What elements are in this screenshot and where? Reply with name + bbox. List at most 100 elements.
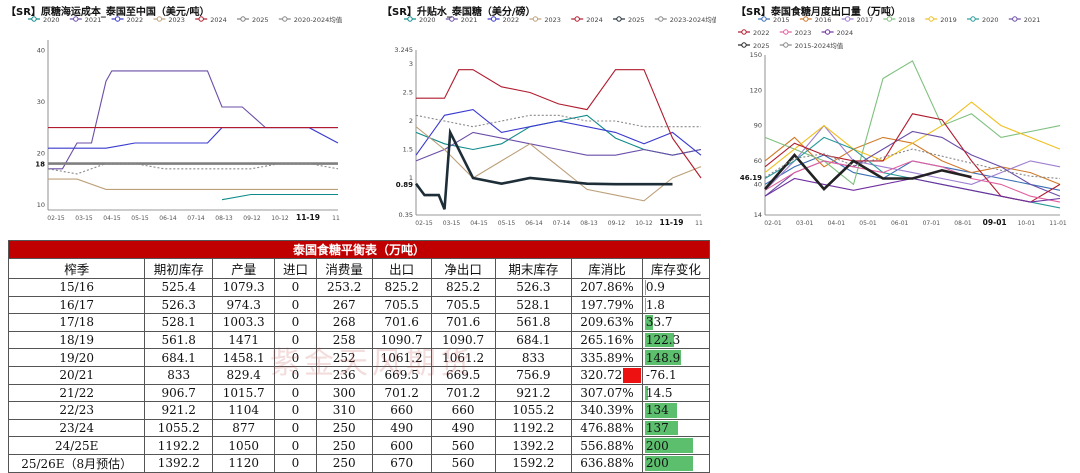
table-cell: 1458.1 xyxy=(213,349,275,367)
x-tick-label: 06-14 xyxy=(525,220,543,227)
y-tick-label: 40 xyxy=(37,46,45,54)
table-header-cell: 期末库存 xyxy=(495,259,571,279)
table-cell: 705.5 xyxy=(431,296,495,314)
inventory-change-cell: 14.5 xyxy=(642,384,709,402)
table-cell: 1104 xyxy=(213,402,275,420)
legend-marker xyxy=(971,17,975,21)
table-cell: 684.1 xyxy=(495,331,571,349)
y-tick-label: 1.5 xyxy=(403,145,413,153)
table-cell: 1050 xyxy=(213,437,275,455)
table-cell: 1015.7 xyxy=(213,384,275,402)
x-tick-label: 02-15 xyxy=(47,215,65,222)
table-header-cell: 产量 xyxy=(213,259,275,279)
series-line xyxy=(765,102,1060,173)
table-cell: 756.9 xyxy=(495,366,571,384)
y-tick-label: 14 xyxy=(754,211,762,219)
table-cell: 236 xyxy=(316,366,372,384)
series-line xyxy=(765,114,1060,202)
table-cell: 556.88% xyxy=(572,437,643,455)
inventory-change-cell: 134 xyxy=(642,402,709,420)
table-cell: 705.5 xyxy=(372,296,431,314)
legend-label: 2024 xyxy=(837,29,854,37)
legend-label: 2020 xyxy=(982,16,999,24)
chart-title: 【SR】泰国食糖月度出口量（万吨） xyxy=(736,3,901,18)
table-cell: 207.86% xyxy=(572,279,643,297)
table-cell: 17/18 xyxy=(9,314,145,332)
x-tick-label: 02-15 xyxy=(415,220,433,227)
table-cell: 1090.7 xyxy=(431,331,495,349)
legend-marker xyxy=(283,17,287,21)
x-tick-label: 06-14 xyxy=(159,215,177,222)
table-cell: 701.2 xyxy=(372,384,431,402)
x-tick-label: 07-01 xyxy=(923,220,941,227)
change-value: 137 xyxy=(643,421,669,435)
table-cell: 250 xyxy=(316,454,372,472)
table-cell: 0 xyxy=(275,349,316,367)
series-line xyxy=(222,195,338,200)
table-cell: 0 xyxy=(275,314,316,332)
table-cell: 1061.2 xyxy=(372,349,431,367)
y-tick-label: 3.245 xyxy=(394,46,413,54)
x-tick-label: 04-01 xyxy=(828,220,846,227)
change-bar xyxy=(623,368,641,383)
legend-entry: 2020 xyxy=(967,16,999,24)
x-tick-label: 09-01 xyxy=(983,218,1007,227)
table-cell: 701.2 xyxy=(431,384,495,402)
x-tick-label: 07-14 xyxy=(187,215,205,222)
legend-label: 2025 xyxy=(628,16,645,24)
table-cell: 267 xyxy=(316,296,372,314)
table-cell: 877 xyxy=(213,419,275,437)
table-cell: 561.8 xyxy=(145,331,213,349)
series-line xyxy=(48,164,338,174)
series-line xyxy=(765,61,1060,184)
legend-marker xyxy=(929,17,933,21)
legend-label: 2025 xyxy=(753,42,770,50)
table-cell: 252 xyxy=(316,349,372,367)
table-cell: 21/22 xyxy=(9,384,145,402)
inventory-change-cell: 200 xyxy=(642,437,709,455)
inventory-change-cell: 148.9 xyxy=(642,349,709,367)
legend-label: 2021 xyxy=(1024,16,1041,24)
chart-title: 【SR】原糖海运成本_泰国至中国（美元/吨） xyxy=(6,3,210,18)
table-cell: 921.2 xyxy=(145,402,213,420)
x-tick-label: 09-12 xyxy=(243,215,261,222)
x-tick-label: 08-01 xyxy=(954,220,972,227)
table-cell: 560 xyxy=(431,454,495,472)
table-header-row: 榨季期初库存产量进口消费量出口净出口期末库存库消比库存变化 xyxy=(9,259,710,279)
table-cell: 265.16% xyxy=(572,331,643,349)
table-cell: 1592.2 xyxy=(495,454,571,472)
legend-entry: 2020-2024均值 xyxy=(279,15,343,24)
y-tick-label: 10 xyxy=(37,201,45,209)
table-cell: 1192.2 xyxy=(495,419,571,437)
table-header-cell: 库存变化 xyxy=(642,259,709,279)
inventory-change-cell: -76.1 xyxy=(642,366,709,384)
legend-label: 2019 xyxy=(940,16,957,24)
legend-entry: 2025 xyxy=(237,16,269,24)
change-value: 200 xyxy=(643,456,669,470)
change-value: 148.9 xyxy=(643,351,680,365)
legend-entry: 2022 xyxy=(738,29,770,37)
legend-label: 2015-2024均值 xyxy=(795,41,844,50)
legend-entry: 2023 xyxy=(780,29,812,37)
legend-marker xyxy=(825,30,829,34)
table-header-cell: 期初库存 xyxy=(145,259,213,279)
table-cell: 310 xyxy=(316,402,372,420)
table-cell: 636.88% xyxy=(572,454,643,472)
table-cell: 25/26E（8月预估） xyxy=(9,454,145,472)
table-cell: 825.2 xyxy=(372,279,431,297)
table-cell: 0 xyxy=(275,384,316,402)
table-header-cell: 净出口 xyxy=(431,259,495,279)
table-cell: 669.5 xyxy=(372,366,431,384)
table-cell: 490 xyxy=(372,419,431,437)
legend-label: 2024 xyxy=(210,16,227,24)
table-cell: 1392.2 xyxy=(145,454,213,472)
table-cell: 19/20 xyxy=(9,349,145,367)
x-tick-label: 02-01 xyxy=(764,220,782,227)
table-cell: 528.1 xyxy=(145,314,213,332)
